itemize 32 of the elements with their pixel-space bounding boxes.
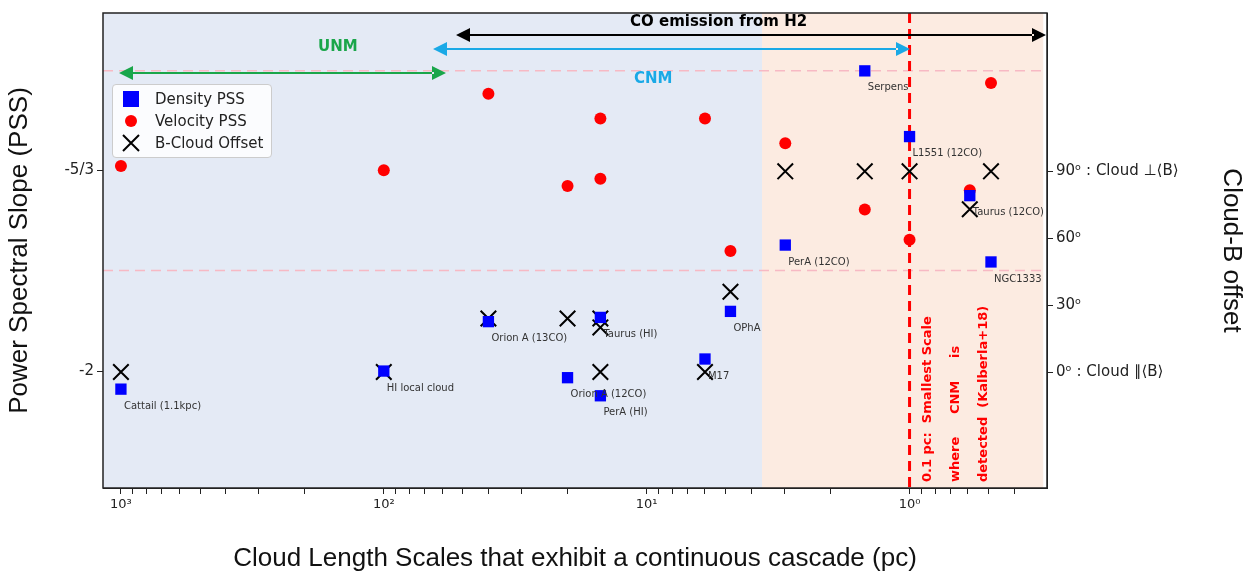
annotation: PerA (HI) bbox=[603, 406, 648, 418]
legend-label: Density PSS bbox=[155, 90, 245, 108]
annotation: Serpens bbox=[867, 81, 909, 93]
y2-tick-label: 90ᵒ : Cloud ⊥⟨B⟩ bbox=[1056, 161, 1179, 180]
annotation: M17 bbox=[707, 369, 730, 381]
annotation: Cattail (1.1kpc) bbox=[123, 399, 202, 411]
annotation: Orion A (13CO) bbox=[491, 332, 568, 344]
y-axis-title: Power Spectral Slope (PSS) bbox=[2, 87, 33, 414]
annotation: UNM bbox=[318, 36, 358, 55]
x-axis-title: Cloud Length Scales that exhibit a continuous cascade (pc) bbox=[233, 541, 917, 572]
x-tick-label: 10⁰ bbox=[898, 496, 921, 512]
x-tick-label: 10¹ bbox=[635, 496, 658, 512]
annotation: OPhA bbox=[733, 321, 761, 333]
annotation: CNM bbox=[634, 68, 673, 87]
y2-tick-label: 60ᵒ bbox=[1056, 228, 1082, 247]
annotation: HI local cloud bbox=[386, 381, 455, 393]
annotation: Taurus (12CO) bbox=[971, 206, 1045, 218]
x-tick-label: 10² bbox=[372, 496, 395, 512]
y2-tick-label: 30ᵒ bbox=[1056, 295, 1082, 314]
y2-axis-title: Cloud-B offset bbox=[1218, 168, 1249, 334]
annotation: CO emission from H2 bbox=[630, 11, 808, 30]
legend-label: B-Cloud Offset bbox=[155, 134, 264, 152]
y-tick-label: -2 bbox=[79, 360, 94, 379]
annotation: PerA (12CO) bbox=[788, 255, 850, 267]
y-tick-label: -5/3 bbox=[64, 160, 94, 179]
y2-tick-label: 0ᵒ : Cloud ∥⟨B⟩ bbox=[1056, 361, 1164, 380]
annotation: NGC1333 bbox=[993, 272, 1042, 284]
ref-line-label: 0.1 pc: Smallest Scale where CNM is detected (Kalberla+18) bbox=[919, 305, 991, 482]
x-tick-label: 10³ bbox=[110, 496, 132, 512]
annotation: L1551 (12CO) bbox=[912, 147, 983, 159]
annotation: Taurus (HI) bbox=[602, 328, 658, 339]
legend-label: Velocity PSS bbox=[155, 112, 247, 130]
